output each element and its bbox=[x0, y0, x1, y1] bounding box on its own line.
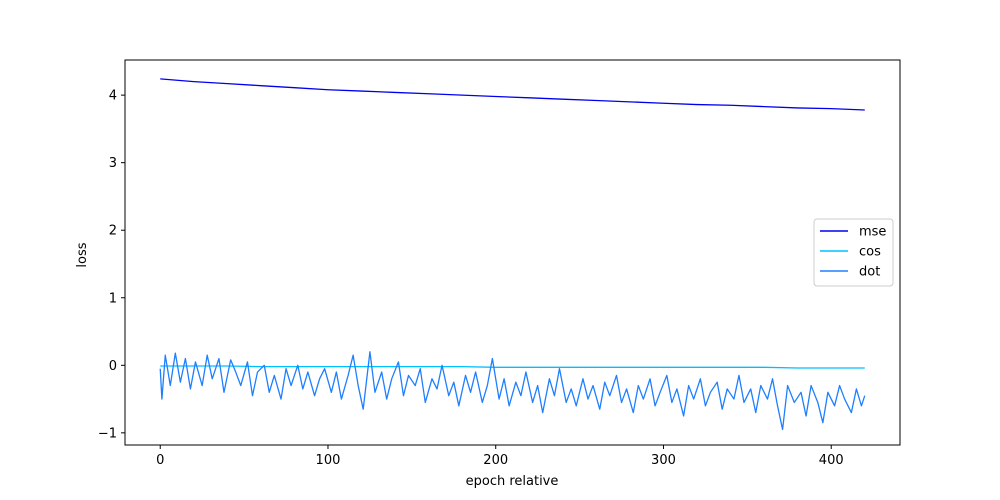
legend: mse cos dot bbox=[813, 218, 894, 287]
legend-label-cos: cos bbox=[859, 245, 881, 260]
x-tick-label: 300 bbox=[651, 453, 676, 468]
y-tick-label: 0 bbox=[109, 359, 117, 374]
x-tick-label: 200 bbox=[483, 453, 508, 468]
legend-entries: mse cos dot bbox=[820, 225, 886, 280]
series-layer bbox=[159, 78, 866, 431]
x-tick-label: 100 bbox=[316, 453, 341, 468]
y-tick-label: −1 bbox=[98, 426, 117, 441]
x-tick-label: 0 bbox=[156, 453, 164, 468]
x-tick-label: 400 bbox=[819, 453, 844, 468]
y-axis-ticks: −1 0 1 2 3 4 bbox=[98, 89, 125, 441]
series-line-mse bbox=[160, 78, 865, 111]
series-line-cos bbox=[160, 365, 865, 369]
y-tick-label: 3 bbox=[109, 156, 117, 171]
series-line-dot bbox=[159, 351, 866, 431]
legend-box bbox=[813, 218, 894, 287]
plot-area: 0 100 200 300 400 −1 0 1 2 3 4 bbox=[98, 59, 901, 468]
y-tick-label: 1 bbox=[109, 291, 117, 306]
y-tick-label: 2 bbox=[109, 224, 117, 239]
y-tick-label: 4 bbox=[109, 89, 117, 104]
y-axis-label: loss bbox=[75, 242, 90, 267]
legend-label-dot: dot bbox=[859, 265, 880, 280]
axes-frame bbox=[124, 59, 901, 446]
x-axis-label: epoch relative bbox=[466, 474, 559, 489]
x-axis-ticks: 0 100 200 300 400 bbox=[156, 445, 844, 468]
legend-label-mse: mse bbox=[859, 225, 886, 240]
